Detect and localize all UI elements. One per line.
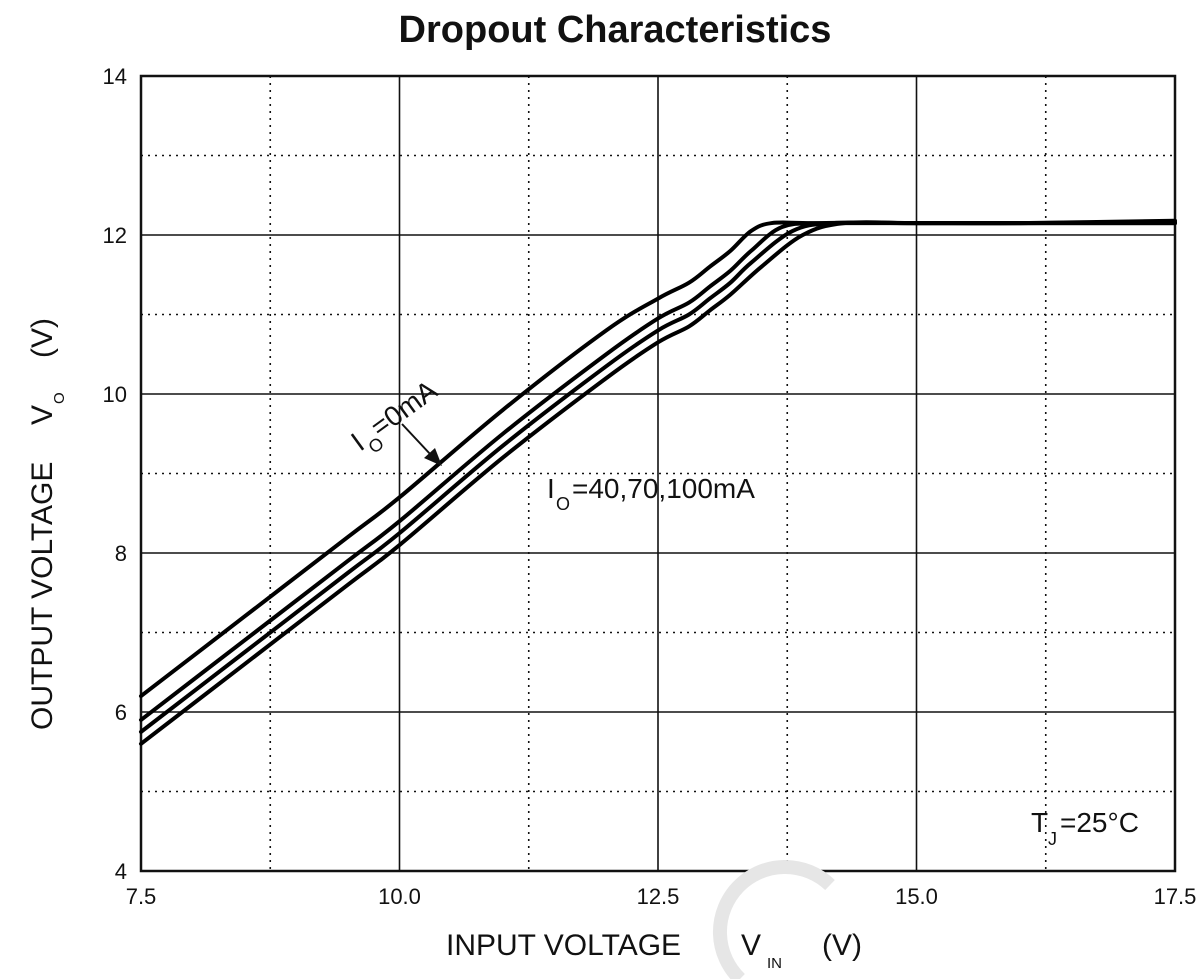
y-axis-label-unit: (V) [26,318,59,358]
y-axis-label-symbol: V [26,405,59,425]
y-tick-label: 14 [103,64,127,89]
x-tick-label: 10.0 [378,884,421,909]
annotation-io-loads-symbol: I [547,473,555,504]
x-axis-label: INPUT VOLTAGE V IN (V) [446,929,862,972]
y-axis-label: OUTPUT VOLTAGE V O (V) [26,318,68,730]
x-tick-label: 7.5 [126,884,157,909]
x-tick-label: 17.5 [1154,884,1197,909]
annotation-tj-symbol: T [1031,807,1048,838]
x-tick-labels: 7.5 10.0 12.5 15.0 17.5 [126,884,1197,909]
annotation-io-0ma: I O =0mA [345,374,443,457]
annotation-io-loads-subscript: O [556,494,570,514]
annotation-tj-text: =25°C [1060,807,1139,838]
x-tick-label: 15.0 [895,884,938,909]
series-group [139,218,1177,746]
annotation-io-loads-text: =40,70,100mA [572,473,755,504]
y-tick-labels: 4 6 8 10 12 14 [103,64,127,884]
y-axis-label-subscript: O [51,392,68,404]
annotation-tj: T J =25°C [1031,807,1139,849]
y-tick-label: 4 [115,859,127,884]
x-axis-label-main: INPUT VOLTAGE [446,929,681,962]
annotation-tj-subscript: J [1048,829,1057,849]
chart-title: Dropout Characteristics [399,9,832,51]
plot-frame [139,74,1177,873]
x-axis-label-unit: (V) [822,929,862,962]
x-axis-label-subscript: IN [767,955,782,972]
annotation-io-loads: I O =40,70,100mA [547,473,755,514]
y-tick-label: 12 [103,223,127,248]
series-line-4 [139,220,1177,746]
annotation-arrow-line [401,423,432,456]
y-tick-label: 6 [115,700,127,725]
y-tick-label: 10 [103,382,127,407]
annotation-arrow-head [424,448,442,466]
annotation-io-0ma-text: =0mA [365,374,443,443]
watermark-arc [712,860,835,979]
grid [141,76,1175,871]
y-tick-label: 8 [115,541,127,566]
x-tick-label: 12.5 [637,884,680,909]
y-axis-label-main: OUTPUT VOLTAGE [26,462,59,730]
x-axis-label-symbol: V [741,929,761,962]
